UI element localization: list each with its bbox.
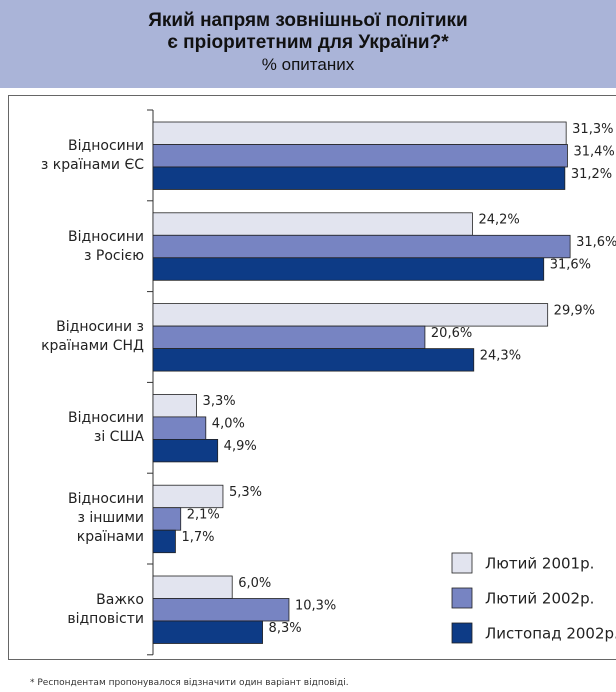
value-label: 3,3% bbox=[203, 394, 236, 409]
bar bbox=[152, 484, 224, 509]
chart-frame bbox=[8, 95, 616, 660]
value-label: 2,1% bbox=[187, 507, 220, 522]
category-label: Відносини з країнами ЄС bbox=[40, 137, 144, 173]
category-label: Відносини з Росією bbox=[68, 228, 144, 264]
bar bbox=[152, 212, 473, 236]
bar bbox=[152, 507, 182, 531]
bar bbox=[152, 257, 545, 281]
bar bbox=[152, 166, 566, 190]
category-label: Відносини з країнами СНД bbox=[41, 319, 144, 355]
value-label: 31,6% bbox=[550, 258, 591, 273]
legend-label: Лютий 2001р. bbox=[485, 555, 594, 573]
chart-subtitle: % опитаних bbox=[261, 55, 355, 74]
value-label: 24,3% bbox=[480, 348, 521, 363]
value-label: 31,2% bbox=[571, 167, 612, 182]
value-label: 4,0% bbox=[212, 417, 245, 432]
value-label: 31,4% bbox=[573, 144, 614, 159]
value-label: 4,9% bbox=[224, 439, 257, 454]
bar bbox=[152, 529, 176, 554]
value-label: 24,2% bbox=[478, 213, 519, 228]
category-label: Важко відповісти bbox=[67, 591, 144, 627]
value-label: 8,3% bbox=[269, 621, 302, 636]
footnote: * Респондентам пропонувалося відзначити … bbox=[30, 678, 349, 688]
legend-swatch bbox=[451, 552, 473, 574]
category-label: Відносини зі США bbox=[68, 410, 144, 446]
category-label: Відносини з іншими країнами bbox=[68, 491, 144, 546]
value-label: 20,6% bbox=[431, 326, 472, 341]
value-label: 6,0% bbox=[238, 576, 271, 591]
legend-label: Листопад 2002р. bbox=[485, 625, 616, 643]
value-label: 29,9% bbox=[554, 303, 595, 318]
bar bbox=[152, 348, 475, 372]
bar bbox=[152, 144, 568, 168]
bar bbox=[152, 620, 263, 644]
legend-swatch bbox=[451, 622, 473, 644]
bar bbox=[152, 121, 567, 145]
bar bbox=[152, 438, 219, 463]
bar bbox=[152, 393, 197, 418]
bar bbox=[152, 575, 233, 599]
value-label: 31,6% bbox=[576, 235, 616, 250]
legend-swatch bbox=[451, 587, 473, 609]
header: Який напрям зовнішньої політики є пріори… bbox=[0, 0, 616, 88]
value-label: 31,3% bbox=[572, 122, 613, 137]
bar bbox=[152, 598, 290, 622]
bar bbox=[152, 416, 207, 440]
value-label: 10,3% bbox=[295, 598, 336, 613]
chart-title: Який напрям зовнішньої політики є пріори… bbox=[148, 10, 468, 53]
bar bbox=[152, 303, 549, 327]
bar bbox=[152, 325, 426, 350]
value-label: 1,7% bbox=[181, 530, 214, 545]
legend-label: Лютий 2002р. bbox=[485, 590, 594, 608]
value-label: 5,3% bbox=[229, 485, 262, 500]
bar bbox=[152, 234, 571, 259]
